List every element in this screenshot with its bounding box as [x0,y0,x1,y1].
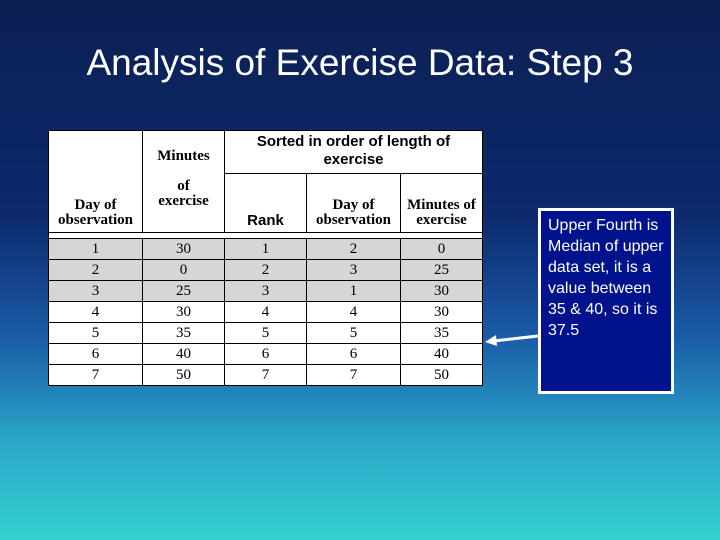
slide-title: Analysis of Exercise Data: Step 3 [86,42,634,83]
table-cell: 7 [224,364,307,386]
table-row: 4 30 4 4 30 [48,301,483,323]
header-sorted-observation-text: observation [316,212,391,228]
header-observation-text: observation [58,212,133,228]
table-cell: 6 [306,343,401,365]
header-day-of-text: Day of [74,197,117,213]
table-cell: 35 [142,322,225,344]
table-cell: 1 [306,280,401,302]
header-of-text: of [177,178,190,194]
table-cell: 40 [142,343,225,365]
table-cell: 6 [48,343,143,365]
table-row: 1 30 1 2 0 [48,238,483,260]
exercise-data-table: Day of observation Minutes of exercise S… [48,130,483,386]
table-cell: 35 [400,322,483,344]
table-row: 5 35 5 5 35 [48,322,483,344]
table-cell: 2 [48,259,143,281]
table-cell: 50 [400,364,483,386]
table-cell: 30 [142,301,225,323]
header-sorted-minutes-of-exercise: Minutes of exercise [400,173,483,233]
table-cell: 6 [224,343,307,365]
table-cell: 3 [224,280,307,302]
header-rank: Rank [224,173,307,233]
header-day-of-observation: Day of observation [48,130,143,233]
header-minutes-of-exercise: Minutes of exercise [142,130,225,233]
header-sorted-title: Sorted in order of length of exercise [224,130,483,174]
header-sorted-day-of-observation: Day of observation [306,173,401,233]
table-cell: 7 [306,364,401,386]
table-cell: 2 [224,259,307,281]
table-cell: 25 [400,259,483,281]
table-cell: 4 [306,301,401,323]
table-cell: 3 [306,259,401,281]
header-exercise-text: exercise [158,193,209,209]
header-minutes-of-text: Minutes of [407,197,476,213]
table-row: 6 40 6 6 40 [48,343,483,365]
table-row: 2 0 2 3 25 [48,259,483,281]
table-cell: 4 [48,301,143,323]
table-cell: 0 [142,259,225,281]
header-minutes-text: Minutes [157,148,210,164]
table-cell: 30 [142,238,225,260]
table-row: 3 25 3 1 30 [48,280,483,302]
table-cell: 3 [48,280,143,302]
table-cell: 30 [400,280,483,302]
table-cell: 1 [224,238,307,260]
exercise-data-table-container: Day of observation Minutes of exercise S… [48,130,483,386]
table-cell: 2 [306,238,401,260]
table-row: 7 50 7 7 50 [48,364,483,386]
table-cell: 50 [142,364,225,386]
arrow-left-icon [485,334,539,346]
table-cell: 1 [48,238,143,260]
table-cell: 5 [306,322,401,344]
table-cell: 5 [48,322,143,344]
table-cell: 4 [224,301,307,323]
table-cell: 40 [400,343,483,365]
header-sorted-exercise-text: exercise [416,212,467,228]
table-cell: 30 [400,301,483,323]
callout-box: Upper Fourth is Median of upper data set… [538,208,674,394]
table-cell: 0 [400,238,483,260]
header-sorted-day-of-text: Day of [332,197,375,213]
table-cell: 25 [142,280,225,302]
table-cell: 7 [48,364,143,386]
table-cell: 5 [224,322,307,344]
